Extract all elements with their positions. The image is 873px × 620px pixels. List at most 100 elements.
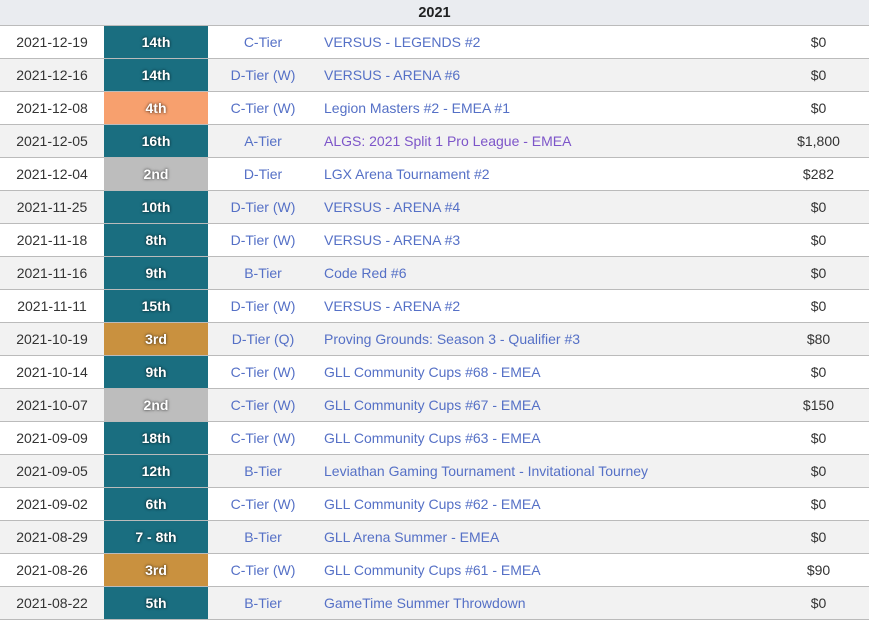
tournament-cell: GLL Community Cups #63 - EMEA [318,422,768,455]
prize-cell: $0 [768,586,869,620]
tier-link[interactable]: C-Tier [243,34,283,50]
tournament-link[interactable]: GLL Community Cups #62 - EMEA [324,496,541,512]
tournament-link[interactable]: GLL Arena Summer - EMEA [324,529,500,545]
tier-cell: D-Tier (W) [208,190,318,224]
date-cell: 2021-10-07 [0,388,104,422]
tier-link[interactable]: D-Tier (W) [230,67,296,83]
tier-cell: C-Tier (W) [208,554,318,587]
tournament-link[interactable]: GLL Community Cups #67 - EMEA [324,397,541,413]
table-row: 2021-10-19 3rd D-Tier (Q) Proving Ground… [0,322,869,356]
tournament-cell: GLL Arena Summer - EMEA [318,520,768,554]
tier-cell: C-Tier (W) [208,92,318,125]
tier-link[interactable]: D-Tier (W) [230,232,296,248]
prize-cell: $0 [810,298,827,314]
table-row: 2021-12-05 16th A-Tier ALGS: 2021 Split … [0,124,869,158]
tier-cell: B-Tier [208,520,318,554]
tier-link[interactable]: C-Tier (W) [230,100,296,116]
tournament-link[interactable]: Legion Masters #2 - EMEA #1 [324,100,510,116]
tournament-cell: VERSUS - ARENA #6 [318,58,768,92]
tier-cell: D-Tier (W) [208,290,318,323]
tier-cell: D-Tier [208,158,318,191]
tier-link[interactable]: C-Tier (W) [230,496,296,512]
tournament-link[interactable]: VERSUS - ARENA #2 [324,298,461,314]
tournament-cell: Leviathan Gaming Tournament - Invitation… [318,454,768,488]
tier-cell: C-Tier (W) [208,356,318,389]
tournament-cell: GLL Community Cups #68 - EMEA [318,356,768,389]
date-cell: 2021-12-05 [0,124,104,158]
tournament-link[interactable]: GLL Community Cups #61 - EMEA [324,562,541,578]
placement-badge: 5th [104,586,208,620]
date-cell: 2021-08-22 [0,586,104,620]
tournament-link[interactable]: LGX Arena Tournament #2 [324,166,490,182]
tier-link[interactable]: D-Tier (Q) [231,331,295,347]
tournament-link[interactable]: ALGS: 2021 Split 1 Pro League - EMEA [324,133,572,149]
placement-badge: 9th [104,355,208,389]
placement-badge: 16th [104,124,208,158]
tournament-link[interactable]: Proving Grounds: Season 3 - Qualifier #3 [324,331,581,347]
tournament-cell: GLL Community Cups #67 - EMEA [318,388,768,422]
table-row: 2021-09-09 18th C-Tier (W) GLL Community… [0,421,869,455]
tournament-cell: LGX Arena Tournament #2 [318,158,768,191]
placement-badge: 2nd [104,157,208,191]
tier-link[interactable]: D-Tier (W) [230,298,296,314]
table-row: 2021-11-25 10th D-Tier (W) VERSUS - AREN… [0,190,869,224]
tier-link[interactable]: B-Tier [244,529,282,545]
placement-badge: 8th [104,223,208,257]
tier-link[interactable]: B-Tier [244,595,282,611]
tournament-cell: VERSUS - LEGENDS #2 [318,26,768,59]
placement-badge: 6th [104,487,208,521]
tournament-link[interactable]: VERSUS - ARENA #4 [324,199,461,215]
tier-link[interactable]: A-Tier [244,133,282,149]
tier-link[interactable]: D-Tier [243,166,283,182]
placement-badge: 2nd [104,388,208,422]
table-row: 2021-08-22 5th B-Tier GameTime Summer Th… [0,586,869,620]
placement-badge: 12th [104,454,208,488]
tournament-cell: Legion Masters #2 - EMEA #1 [318,92,768,125]
date-cell: 2021-12-16 [0,58,104,92]
prize-cell: $0 [810,364,827,380]
tier-link[interactable]: C-Tier (W) [230,364,296,380]
table-row: 2021-09-05 12th B-Tier Leviathan Gaming … [0,454,869,488]
tier-link[interactable]: D-Tier (W) [230,199,296,215]
tournament-link[interactable]: VERSUS - ARENA #6 [324,67,461,83]
year-header-label: 2021 [0,0,869,26]
tournament-link[interactable]: GameTime Summer Throwdown [324,595,526,611]
prize-cell: $0 [768,256,869,290]
date-cell: 2021-12-08 [0,91,104,125]
table-row: 2021-08-29 7 - 8th B-Tier GLL Arena Summ… [0,520,869,554]
tournament-link[interactable]: VERSUS - ARENA #3 [324,232,461,248]
placement-badge: 3rd [104,322,208,356]
table-row: 2021-12-19 14th C-Tier VERSUS - LEGENDS … [0,25,869,59]
date-cell: 2021-12-19 [0,25,104,59]
prize-cell: $0 [768,58,869,92]
date-cell: 2021-10-14 [0,355,104,389]
prize-cell: $0 [768,520,869,554]
tier-cell: B-Tier [208,586,318,620]
tournament-link[interactable]: VERSUS - LEGENDS #2 [324,34,481,50]
date-cell: 2021-08-29 [0,520,104,554]
tier-cell: C-Tier (W) [208,388,318,422]
year-header-row: 2021 [0,0,869,26]
tier-cell: B-Tier [208,256,318,290]
tier-link[interactable]: B-Tier [244,265,282,281]
table-row: 2021-10-07 2nd C-Tier (W) GLL Community … [0,388,869,422]
tier-cell: C-Tier (W) [208,488,318,521]
tournament-link[interactable]: Leviathan Gaming Tournament - Invitation… [324,463,649,479]
date-cell: 2021-08-26 [0,553,104,587]
tournament-cell: VERSUS - ARENA #2 [318,290,768,323]
date-cell: 2021-09-05 [0,454,104,488]
tier-link[interactable]: C-Tier (W) [230,397,296,413]
tier-link[interactable]: C-Tier (W) [230,562,296,578]
tournament-cell: GameTime Summer Throwdown [318,586,768,620]
tournament-cell: VERSUS - ARENA #3 [318,224,768,257]
placement-badge: 15th [104,289,208,323]
placement-badge: 3rd [104,553,208,587]
date-cell: 2021-09-09 [0,421,104,455]
date-cell: 2021-11-16 [0,256,104,290]
tournament-link[interactable]: GLL Community Cups #63 - EMEA [324,430,541,446]
tier-link[interactable]: B-Tier [244,463,282,479]
tournament-link[interactable]: GLL Community Cups #68 - EMEA [324,364,541,380]
tournament-link[interactable]: Code Red #6 [324,265,407,281]
tier-cell: D-Tier (W) [208,58,318,92]
tier-link[interactable]: C-Tier (W) [230,430,296,446]
